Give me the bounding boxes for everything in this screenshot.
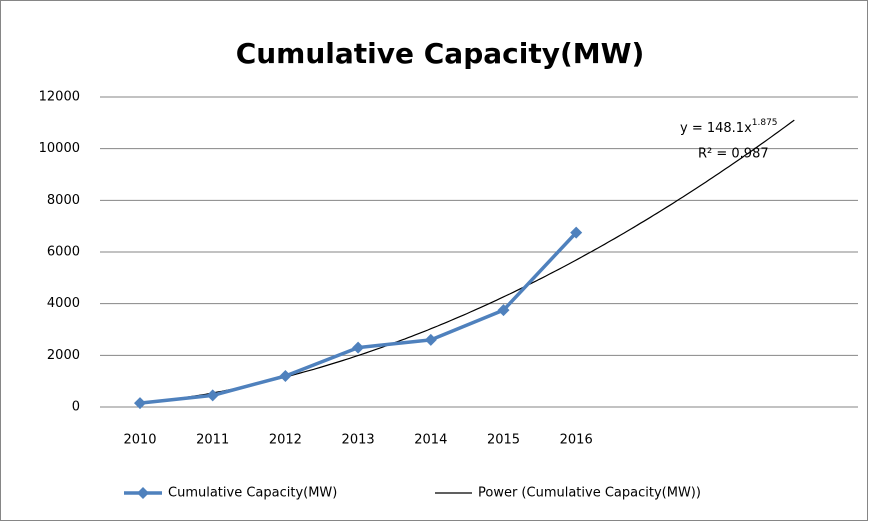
data-point: [206, 389, 219, 402]
trendline-equation: y = 148.1x1.875: [680, 118, 778, 136]
x-tick-label: 2012: [269, 433, 302, 448]
y-tick-label: 2000: [47, 348, 80, 363]
x-tick-label: 2011: [196, 433, 229, 448]
data-point: [497, 304, 510, 317]
y-tick-label: 4000: [47, 296, 80, 311]
y-tick-label: 10000: [39, 141, 80, 156]
y-tick-label: 6000: [47, 245, 80, 260]
data-point: [570, 226, 583, 239]
x-tick-label: 2016: [560, 433, 593, 448]
legend-label: Power (Cumulative Capacity(MW)): [478, 486, 701, 501]
y-tick-label: 0: [72, 400, 80, 415]
legend-label: Cumulative Capacity(MW): [168, 486, 337, 501]
data-point: [279, 370, 292, 382]
legend-marker: [137, 487, 149, 499]
x-tick-label: 2013: [342, 433, 375, 448]
equation-text: y = 148.1x: [680, 121, 752, 136]
y-tick-label: 12000: [39, 90, 80, 105]
x-tick-label: 2014: [414, 433, 447, 448]
data-point: [424, 333, 437, 346]
x-tick-label: 2015: [487, 433, 520, 448]
chart-title: Cumulative Capacity(MW): [236, 37, 645, 70]
data-point: [134, 397, 146, 410]
x-tick-label: 2010: [123, 433, 156, 448]
data-point: [352, 341, 365, 354]
y-tick-label: 8000: [47, 193, 80, 208]
equation-exponent: 1.875: [752, 118, 778, 128]
r-squared-label: R² = 0.987: [698, 147, 769, 162]
